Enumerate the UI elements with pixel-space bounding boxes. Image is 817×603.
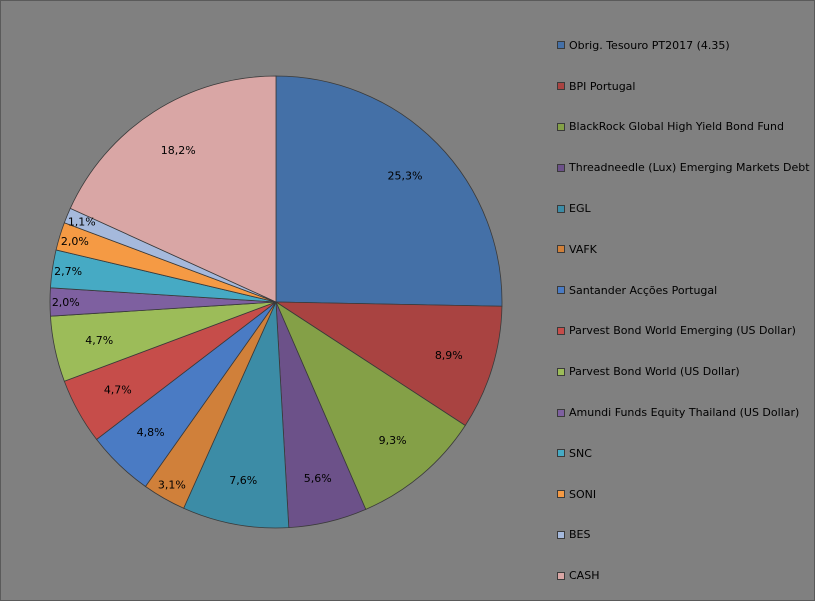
data-label: 9,3% xyxy=(379,434,407,447)
legend-item: Santander Acções Portugal xyxy=(557,270,815,311)
data-label: 18,2% xyxy=(161,144,196,157)
legend-swatch xyxy=(557,490,565,499)
data-label: 8,9% xyxy=(435,349,463,362)
pie-slice xyxy=(274,301,503,427)
legend-item: BES xyxy=(557,515,815,556)
legend-swatch xyxy=(557,163,565,172)
pie-slice xyxy=(69,75,277,303)
legend-item: BlackRock Global High Yield Bond Fund xyxy=(557,107,815,148)
legend-item: BPI Portugal xyxy=(557,66,815,107)
legend-item: Parvest Bond World (US Dollar) xyxy=(557,351,815,392)
data-label: 4,7% xyxy=(85,334,113,347)
legend-swatch xyxy=(557,326,565,335)
legend-swatch xyxy=(557,82,565,91)
legend-item: Obrig. Tesouro PT2017 (4.35) xyxy=(557,25,815,66)
legend-swatch xyxy=(557,571,565,580)
data-label: 7,6% xyxy=(229,474,257,487)
data-label: 4,7% xyxy=(104,384,132,397)
legend-item: Amundi Funds Equity Thailand (US Dollar) xyxy=(557,392,815,433)
data-label: 1,1% xyxy=(68,216,96,229)
legend-swatch xyxy=(557,204,565,213)
legend-item: EGL xyxy=(557,188,815,229)
pie-slice xyxy=(183,301,290,529)
data-label: 5,6% xyxy=(304,472,332,485)
legend-item: Parvest Bond World Emerging (US Dollar) xyxy=(557,311,815,352)
legend-swatch xyxy=(557,41,565,50)
legend-label: Threadneedle (Lux) Emerging Markets Debt xyxy=(569,161,810,175)
legend-swatch xyxy=(557,449,565,458)
legend-item: VAFK xyxy=(557,229,815,270)
pie-slice xyxy=(275,75,503,307)
legend-label: Amundi Funds Equity Thailand (US Dollar) xyxy=(569,406,800,420)
legend-swatch xyxy=(557,122,565,131)
legend-item: SNC xyxy=(557,433,815,474)
legend-label: Obrig. Tesouro PT2017 (4.35) xyxy=(569,38,730,52)
legend-swatch xyxy=(557,408,565,417)
data-label: 4,8% xyxy=(137,426,165,439)
data-label: 2,0% xyxy=(52,296,80,309)
data-label: 3,1% xyxy=(158,479,186,492)
legend-label: BPI Portugal xyxy=(569,79,636,93)
legend-swatch xyxy=(557,367,565,376)
legend-label: Parvest Bond World Emerging (US Dollar) xyxy=(569,324,796,338)
legend-swatch xyxy=(557,286,565,295)
legend-label: BES xyxy=(569,528,591,542)
legend-label: SNC xyxy=(569,446,592,460)
legend-label: Parvest Bond World (US Dollar) xyxy=(569,365,740,379)
data-label: 2,7% xyxy=(54,265,82,278)
legend-item: SONI xyxy=(557,474,815,515)
legend: Obrig. Tesouro PT2017 (4.35) BPI Portugal… xyxy=(557,25,815,596)
legend-label: BlackRock Global High Yield Bond Fund xyxy=(569,120,784,134)
legend-item: Threadneedle (Lux) Emerging Markets Debt xyxy=(557,147,815,188)
legend-swatch xyxy=(557,530,565,539)
legend-swatch xyxy=(557,245,565,254)
legend-label: Santander Acções Portugal xyxy=(569,283,718,297)
data-label: 2,0% xyxy=(61,235,89,248)
legend-label: CASH xyxy=(569,569,600,583)
pie-slice xyxy=(275,300,466,510)
legend-label: EGL xyxy=(569,202,591,216)
legend-label: SONI xyxy=(569,487,597,501)
legend-label: VAFK xyxy=(569,242,597,256)
legend-item: CASH xyxy=(557,555,815,596)
data-label: 25,3% xyxy=(388,169,423,182)
